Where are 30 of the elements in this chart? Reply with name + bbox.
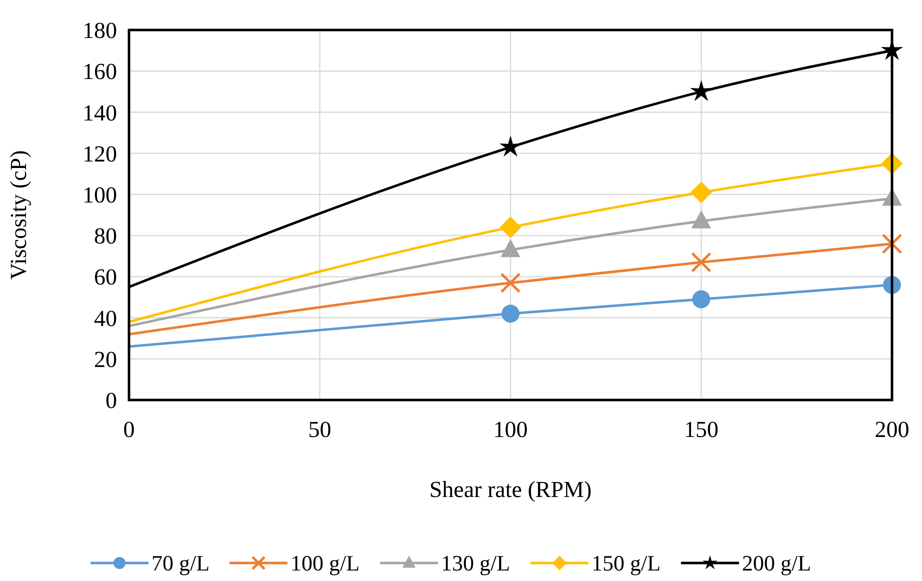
- x-tick-label: 50: [308, 417, 332, 442]
- y-tick-label: 140: [82, 100, 117, 126]
- y-tick-label: 40: [94, 306, 117, 331]
- point: [690, 80, 712, 102]
- point: [500, 216, 522, 238]
- legend-label: 150 g/L: [592, 550, 661, 576]
- x-tick-label: 0: [123, 417, 135, 442]
- y-tick-label: 160: [82, 59, 117, 84]
- point: [691, 252, 712, 273]
- x-tick-label: 100: [493, 417, 528, 442]
- x-tick-label: 200: [874, 417, 910, 442]
- y-tick-label: 60: [94, 264, 117, 290]
- y-tick-label: 0: [106, 388, 117, 414]
- point: [692, 290, 710, 308]
- y-tick-label: 180: [82, 18, 117, 44]
- point: [500, 272, 521, 294]
- point: [882, 234, 902, 254]
- x-axis-title: Shear rate (RPM): [429, 477, 592, 502]
- legend-label: 70 g/L: [152, 550, 210, 576]
- point: [690, 182, 712, 204]
- point: [502, 304, 520, 323]
- y-tick-label: 20: [94, 346, 117, 372]
- y-tick-label: 120: [82, 141, 117, 166]
- legend-label: 200 g/L: [742, 550, 812, 576]
- legend-label: 100 g/L: [290, 550, 360, 576]
- y-axis-title: Viscosity (cP): [6, 150, 31, 280]
- legend-label: 130 g/L: [441, 550, 510, 576]
- y-tick-label: 100: [82, 182, 117, 208]
- y-tick-label: 80: [94, 224, 117, 249]
- x-tick-label: 150: [684, 417, 718, 442]
